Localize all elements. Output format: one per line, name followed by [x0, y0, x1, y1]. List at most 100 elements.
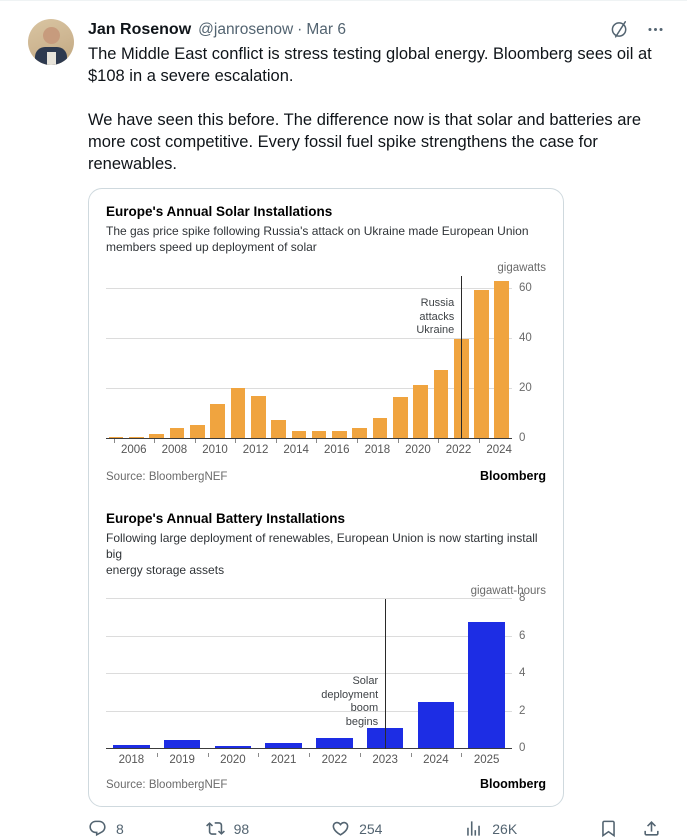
gridline — [106, 673, 512, 674]
bar-2013 — [268, 276, 288, 439]
y-tick-label: 40 — [519, 331, 532, 344]
plot-row: Russia attacks Ukraine 0 20 40 60 — [106, 276, 546, 444]
bar-2006 — [126, 276, 146, 439]
chart-title: Europe's Annual Solar Installations — [106, 204, 333, 219]
x-tick-mark — [410, 753, 412, 757]
repost-icon — [205, 819, 225, 838]
avatar-head-shape — [42, 27, 60, 45]
bar-rect — [453, 338, 469, 439]
x-axis-spacer — [512, 749, 546, 768]
tweet-paragraph-2: We have seen this before. The difference… — [88, 111, 642, 173]
bar-rect — [393, 396, 408, 439]
bar-rect — [210, 403, 225, 439]
x-tick-mark — [461, 753, 463, 757]
bar-rect — [163, 739, 201, 749]
y-tick-label: 0 — [519, 742, 526, 754]
bar-rect — [311, 430, 327, 439]
bar-rect — [265, 743, 302, 749]
x-axis: 2006 2008 2010 2012 2014 2016 2018 2020 2022 2024 — [106, 439, 512, 458]
x-tick-mark — [316, 439, 318, 443]
x-tick-mark — [397, 439, 399, 443]
bar-2014 — [289, 276, 309, 439]
grok-icon[interactable] — [609, 19, 630, 40]
avatar[interactable] — [28, 19, 74, 65]
bar-rect — [494, 281, 510, 439]
x-tick-label — [187, 439, 202, 458]
bar-2020 — [208, 599, 259, 749]
event-annotation: Solar deployment boom begins — [321, 675, 379, 728]
x-tick-mark — [357, 439, 359, 443]
bar-2024 — [492, 276, 512, 439]
x-tick-label — [390, 439, 405, 458]
like-button[interactable]: 254 — [331, 819, 382, 838]
source-row: Source: BloombergNEF Bloomberg — [106, 469, 546, 496]
bar-2008 — [167, 276, 187, 439]
bar-rect — [474, 289, 489, 439]
event-annotation: Russia attacks Ukraine — [416, 297, 455, 336]
y-tick-label: 20 — [519, 381, 532, 394]
chart-subtitle: Following large deployment of renewables… — [106, 531, 538, 577]
bars — [106, 276, 512, 439]
x-axis: 2018 2019 2020 2021 2022 2023 2024 2025 — [106, 753, 512, 768]
reply-button[interactable]: 8 — [88, 819, 124, 838]
x-tick-mark — [113, 439, 115, 443]
gridline — [106, 337, 512, 339]
x-tick-label: 2022 — [321, 754, 348, 766]
like-count: 254 — [359, 820, 383, 837]
author-name[interactable]: Jan Rosenow — [88, 21, 192, 38]
x-tick-mark — [156, 753, 158, 757]
bar-2024 — [411, 599, 462, 749]
bar-rect — [417, 702, 455, 749]
x-axis-line — [106, 748, 512, 749]
repost-button[interactable]: 98 — [205, 819, 250, 838]
bar-2019 — [157, 599, 208, 749]
bar-2021 — [431, 276, 451, 439]
gridline — [106, 635, 512, 637]
author-handle[interactable]: @janrosenow — [198, 21, 294, 38]
bar-rect — [169, 428, 185, 439]
x-tick-label: 2024 — [423, 754, 449, 766]
x-tick-label: 2010 — [202, 444, 228, 456]
bar-2010 — [207, 276, 227, 439]
tweet-text: The Middle East conflict is stress testi… — [88, 43, 665, 175]
attached-chart-image[interactable]: Europe's Annual Solar Installations The … — [88, 188, 564, 807]
views-icon — [464, 819, 483, 838]
x-tick-label: 2016 — [323, 444, 350, 456]
bar-rect — [433, 370, 449, 439]
bar-2016 — [329, 276, 349, 439]
share-button[interactable] — [642, 819, 661, 838]
more-icon[interactable] — [646, 20, 665, 39]
plot-area: Solar deployment boom begins — [106, 598, 512, 749]
bar-2005 — [106, 276, 126, 439]
gridline — [106, 710, 512, 712]
bars — [106, 599, 512, 749]
x-tick-label — [147, 439, 162, 458]
bar-rect — [149, 434, 165, 439]
bar-rect — [190, 424, 205, 439]
x-axis-line — [106, 438, 512, 439]
bar-2015 — [309, 276, 329, 439]
x-tick-label: 2022 — [445, 444, 472, 456]
tweet-date[interactable]: Mar 6 — [306, 21, 346, 38]
author-handle-and-date[interactable]: @janrosenow · Mar 6 — [196, 19, 348, 41]
bar-2018 — [106, 599, 157, 749]
x-tick-mark — [207, 753, 209, 757]
bar-rect — [372, 418, 388, 439]
x-tick-label: 2025 — [473, 754, 500, 766]
x-tick-label: 2020 — [220, 754, 246, 766]
share-icon — [642, 819, 661, 838]
bloomberg-logo: Bloomberg — [480, 469, 546, 483]
repost-count: 98 — [233, 820, 250, 837]
x-tick-label: 2018 — [118, 754, 145, 766]
x-tick-mark — [235, 439, 237, 443]
bookmark-icon — [599, 819, 618, 838]
bar-rect — [214, 746, 252, 749]
bar-rect — [332, 431, 347, 439]
chart-source: Source: BloombergNEF — [106, 471, 228, 483]
x-tick-label: 2012 — [242, 444, 269, 456]
views-button[interactable]: 26K — [464, 819, 517, 838]
bookmark-button[interactable] — [599, 819, 618, 838]
x-tick-label: 2021 — [270, 754, 297, 766]
x-tick-mark — [154, 439, 156, 443]
